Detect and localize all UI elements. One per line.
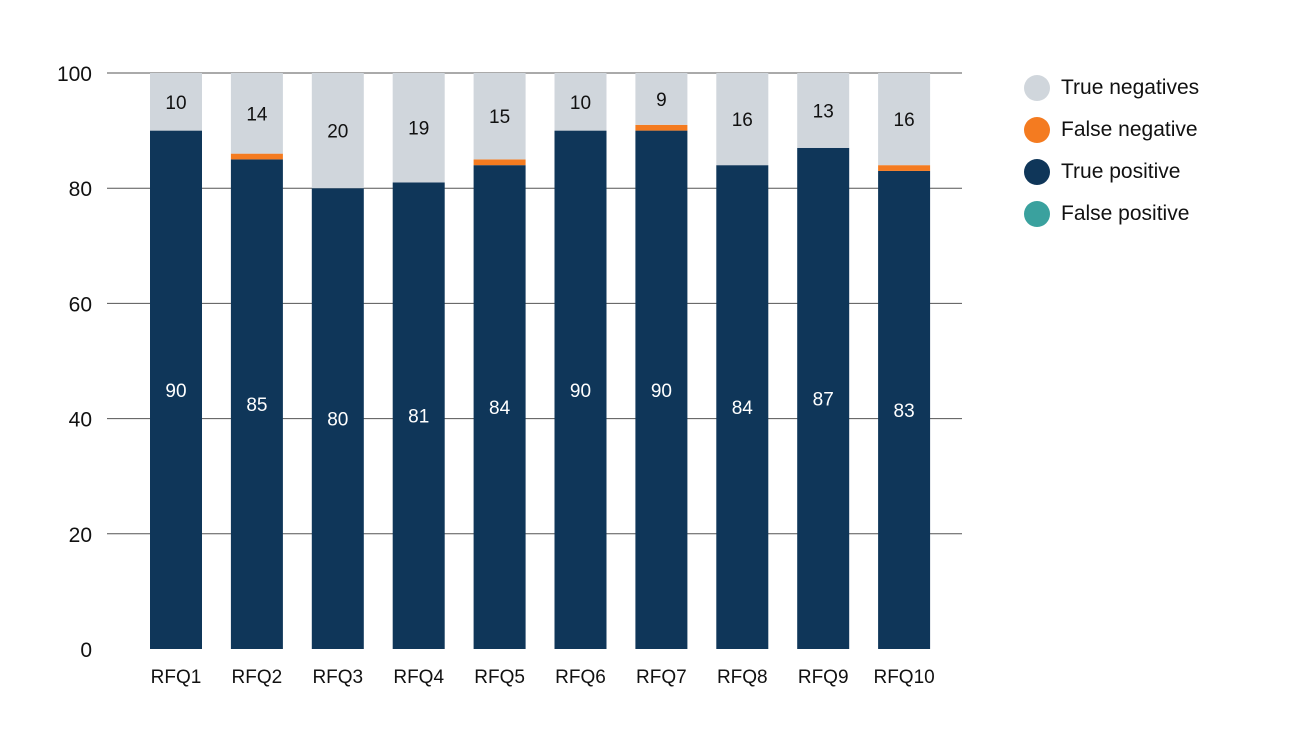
x-tick-label: RFQ10 — [873, 667, 934, 688]
bar-segment-true-positive — [635, 130, 688, 650]
data-label: 85 — [246, 395, 267, 416]
bar-segment-true-positive — [150, 130, 202, 650]
x-tick-label: RFQ7 — [636, 667, 687, 688]
bar-segment-true-positive — [392, 182, 445, 649]
bar-segment-true-negatives — [150, 73, 202, 131]
data-label: 10 — [570, 93, 591, 114]
legend-label: False negative — [1061, 118, 1198, 141]
x-tick-label: RFQ9 — [798, 667, 849, 688]
bar-segment-true-positive — [554, 130, 607, 650]
data-label: 90 — [651, 381, 672, 402]
legend-swatch — [1024, 201, 1050, 227]
data-label: 84 — [732, 398, 754, 419]
bar-segment-true-positive — [473, 165, 526, 649]
y-tick-label: 100 — [57, 63, 92, 86]
data-label: 9 — [656, 90, 667, 111]
y-tick-label: 60 — [69, 293, 92, 316]
bar-segment-true-negatives — [797, 73, 850, 148]
data-label: 81 — [408, 407, 429, 428]
bar-segment-false-negative — [635, 124, 688, 131]
x-tick-label: RFQ1 — [151, 667, 202, 688]
data-label: 10 — [165, 93, 186, 114]
data-label: 14 — [246, 104, 268, 125]
x-tick-label: RFQ6 — [555, 667, 606, 688]
x-tick-label: RFQ3 — [312, 667, 363, 688]
y-tick-label: 40 — [69, 409, 92, 432]
legend-label: False positive — [1061, 202, 1190, 225]
x-tick-label: RFQ5 — [474, 667, 525, 688]
bar-segment-true-negatives — [716, 73, 769, 166]
data-label: 84 — [489, 398, 511, 419]
data-label: 90 — [570, 381, 591, 402]
bar-segment-false-negative — [878, 165, 931, 171]
bar-segment-true-positive — [311, 188, 364, 649]
legend-item: True negatives — [1024, 67, 1199, 109]
bar-segment-true-negatives — [311, 73, 364, 189]
data-label: 19 — [408, 119, 429, 140]
data-label: 90 — [165, 381, 186, 402]
bar-segment-true-negatives — [473, 73, 526, 160]
legend-swatch — [1024, 117, 1050, 143]
bar-segment-false-negative — [230, 153, 283, 160]
y-tick-label: 80 — [69, 178, 92, 201]
bar-segment-true-negatives — [392, 73, 445, 183]
data-label: 83 — [894, 401, 915, 422]
legend: True negatives False negative True positiv… — [1024, 67, 1199, 235]
data-label: 87 — [813, 389, 834, 410]
bar-segment-true-positive — [878, 170, 931, 650]
legend-label: True positive — [1061, 160, 1181, 183]
bar-segment-true-negatives — [878, 73, 931, 166]
data-label: 13 — [813, 101, 834, 122]
data-label: 16 — [732, 110, 753, 131]
bar-segment-true-negatives — [635, 73, 688, 125]
legend-swatch — [1024, 159, 1050, 185]
legend-item: True positive — [1024, 151, 1199, 193]
legend-label: True negatives — [1061, 76, 1200, 99]
x-tick-label: RFQ4 — [393, 667, 444, 688]
bar-segment-true-positive — [716, 165, 769, 649]
bar-segment-true-positive — [797, 147, 850, 649]
y-tick-label: 20 — [69, 524, 92, 547]
data-label: 16 — [894, 110, 915, 131]
data-label: 80 — [327, 410, 348, 431]
legend-swatch — [1024, 75, 1050, 101]
y-tick-label: 0 — [80, 639, 92, 662]
bar-segment-true-positive — [230, 159, 283, 649]
legend-item: False negative — [1024, 109, 1199, 151]
legend-item: False positive — [1024, 193, 1199, 235]
bar-segment-true-negatives — [554, 73, 607, 131]
x-tick-label: RFQ2 — [232, 667, 283, 688]
bar-segment-false-negative — [473, 159, 526, 166]
data-label: 15 — [489, 107, 510, 128]
x-tick-label: RFQ8 — [717, 667, 768, 688]
data-label: 20 — [327, 122, 348, 143]
bar-segment-true-negatives — [230, 73, 283, 154]
